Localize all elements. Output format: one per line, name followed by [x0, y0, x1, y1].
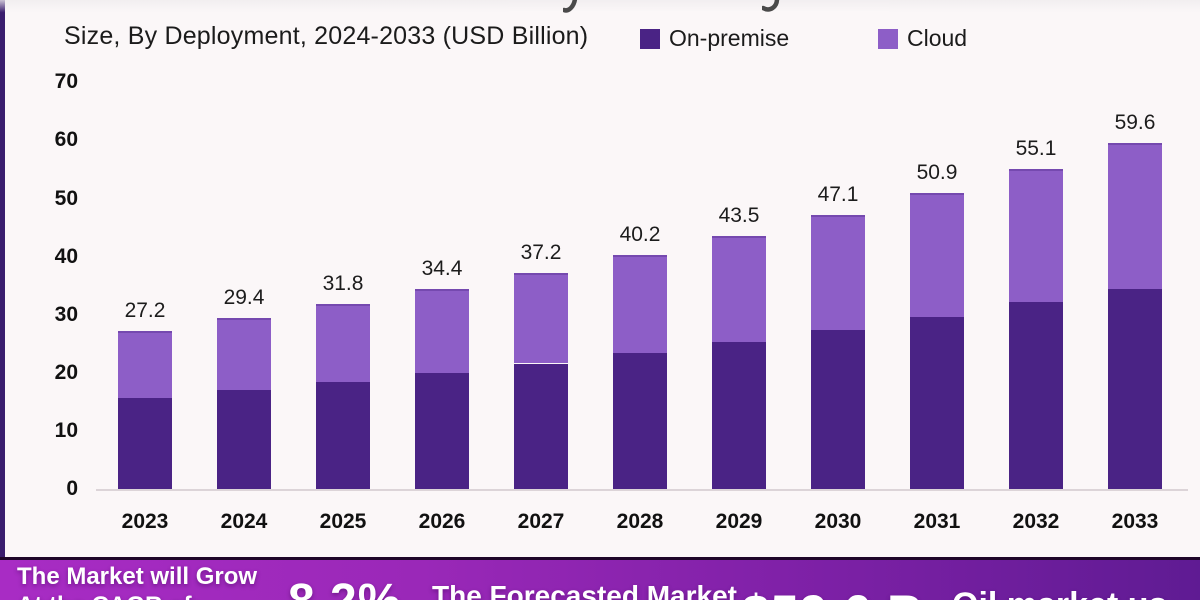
- y-tick-20: 20: [54, 360, 78, 384]
- on-premise-swatch-icon: [640, 28, 660, 49]
- cutoff-title-descender-g: [762, 0, 780, 12]
- legend-item-on-premise: On-premise: [640, 25, 789, 52]
- bar-value-label-2023: 27.2: [124, 298, 166, 322]
- banner-cagr-label: At the CAGR of:: [17, 592, 200, 600]
- y-tick-70: 70: [54, 70, 78, 94]
- cloud-swatch-icon: [878, 28, 898, 49]
- bar-segment-on-premise-2023: [118, 397, 172, 489]
- bar-segment-cloud-2024: [217, 318, 271, 390]
- x-tick-2031: 2031: [913, 510, 961, 533]
- bar-segment-on-premise-2026: [415, 373, 469, 489]
- cutoff-title-band: [0, 0, 1200, 14]
- legend-label-cloud: Cloud: [907, 25, 968, 51]
- x-tick-2029: 2029: [715, 510, 763, 533]
- bar-segment-on-premise-2027: [514, 363, 568, 489]
- x-tick-2027: 2027: [517, 510, 565, 533]
- stacked-bar-chart: 0 10 20 30 40 50 60 70 27.2 2023 29.4 2024 31.8 2025 3…: [54, 70, 1188, 533]
- y-tick-50: 50: [54, 186, 78, 210]
- x-tick-2030: 2030: [814, 510, 862, 533]
- y-tick-0: 0: [66, 477, 78, 500]
- bar-segment-on-premise-2032: [1009, 301, 1063, 489]
- left-border-strip: [0, 0, 5, 558]
- x-tick-2032: 2032: [1012, 510, 1060, 533]
- bar-value-label-2028: 40.2: [619, 223, 661, 247]
- bar-value-label-2024: 29.4: [223, 286, 265, 310]
- bar-segment-on-premise-2024: [217, 389, 271, 489]
- bottom-banner: The Market will Grow At the CAGR of: 8.2…: [0, 557, 1200, 600]
- y-tick-60: 60: [54, 128, 78, 152]
- bar-segment-on-premise-2025: [316, 382, 370, 489]
- y-tick-40: 40: [54, 244, 78, 268]
- bar-segment-on-premise-2033: [1108, 288, 1162, 489]
- bar-value-label-2030: 47.1: [817, 183, 859, 207]
- bar-value-label-2032: 55.1: [1015, 136, 1057, 160]
- bar-value-label-2027: 37.2: [520, 240, 562, 264]
- bar-value-label-2025: 31.8: [322, 272, 364, 296]
- bar-segment-cloud-2032: [1009, 168, 1063, 302]
- banner-cagr-value: 8.2%: [288, 574, 401, 600]
- bar-segment-on-premise-2028: [613, 353, 667, 489]
- bar-value-label-2026: 34.4: [421, 257, 463, 281]
- bar-segment-cloud-2030: [811, 215, 865, 331]
- bar-segment-cloud-2029: [712, 236, 766, 342]
- bar-segment-cloud-2026: [415, 289, 469, 374]
- cutoff-title-descender-y: [563, 0, 578, 13]
- legend-label-on-premise: On-premise: [669, 25, 790, 51]
- bar-segment-cloud-2033: [1108, 142, 1162, 289]
- bar-value-label-2031: 50.9: [916, 161, 958, 185]
- chart-subtitle: Size, By Deployment, 2024-2033 (USD Bill…: [64, 22, 589, 50]
- bar-segment-on-premise-2031: [910, 317, 964, 489]
- x-axis-line: [96, 489, 1188, 491]
- bar-segment-cloud-2031: [910, 193, 964, 318]
- bar-segment-cloud-2027: [514, 272, 568, 364]
- y-tick-30: 30: [54, 302, 78, 326]
- bar-segment-on-premise-2030: [811, 330, 865, 489]
- x-tick-2025: 2025: [319, 510, 367, 533]
- bar-segment-cloud-2028: [613, 255, 667, 354]
- banner-forecast-label: The Forecasted Market: [432, 580, 737, 600]
- banner-grow-text: The Market will Grow: [17, 563, 258, 590]
- x-tick-2028: 2028: [616, 510, 664, 533]
- bar-segment-on-premise-2029: [712, 342, 766, 489]
- bar-segment-cloud-2023: [118, 330, 172, 398]
- x-tick-2033: 2033: [1111, 510, 1159, 533]
- legend-item-cloud: Cloud: [878, 25, 967, 52]
- banner-forecast-value: $59.6 B: [742, 584, 924, 600]
- bar-value-label-2029: 43.5: [718, 204, 760, 228]
- y-tick-10: 10: [54, 418, 78, 442]
- x-tick-2026: 2026: [418, 510, 466, 533]
- banner-market-fragment: Oil market us: [952, 586, 1167, 600]
- x-tick-2024: 2024: [220, 510, 268, 533]
- x-tick-2023: 2023: [121, 510, 169, 533]
- bar-value-label-2033: 59.6: [1114, 110, 1156, 134]
- bar-segment-cloud-2025: [316, 304, 370, 383]
